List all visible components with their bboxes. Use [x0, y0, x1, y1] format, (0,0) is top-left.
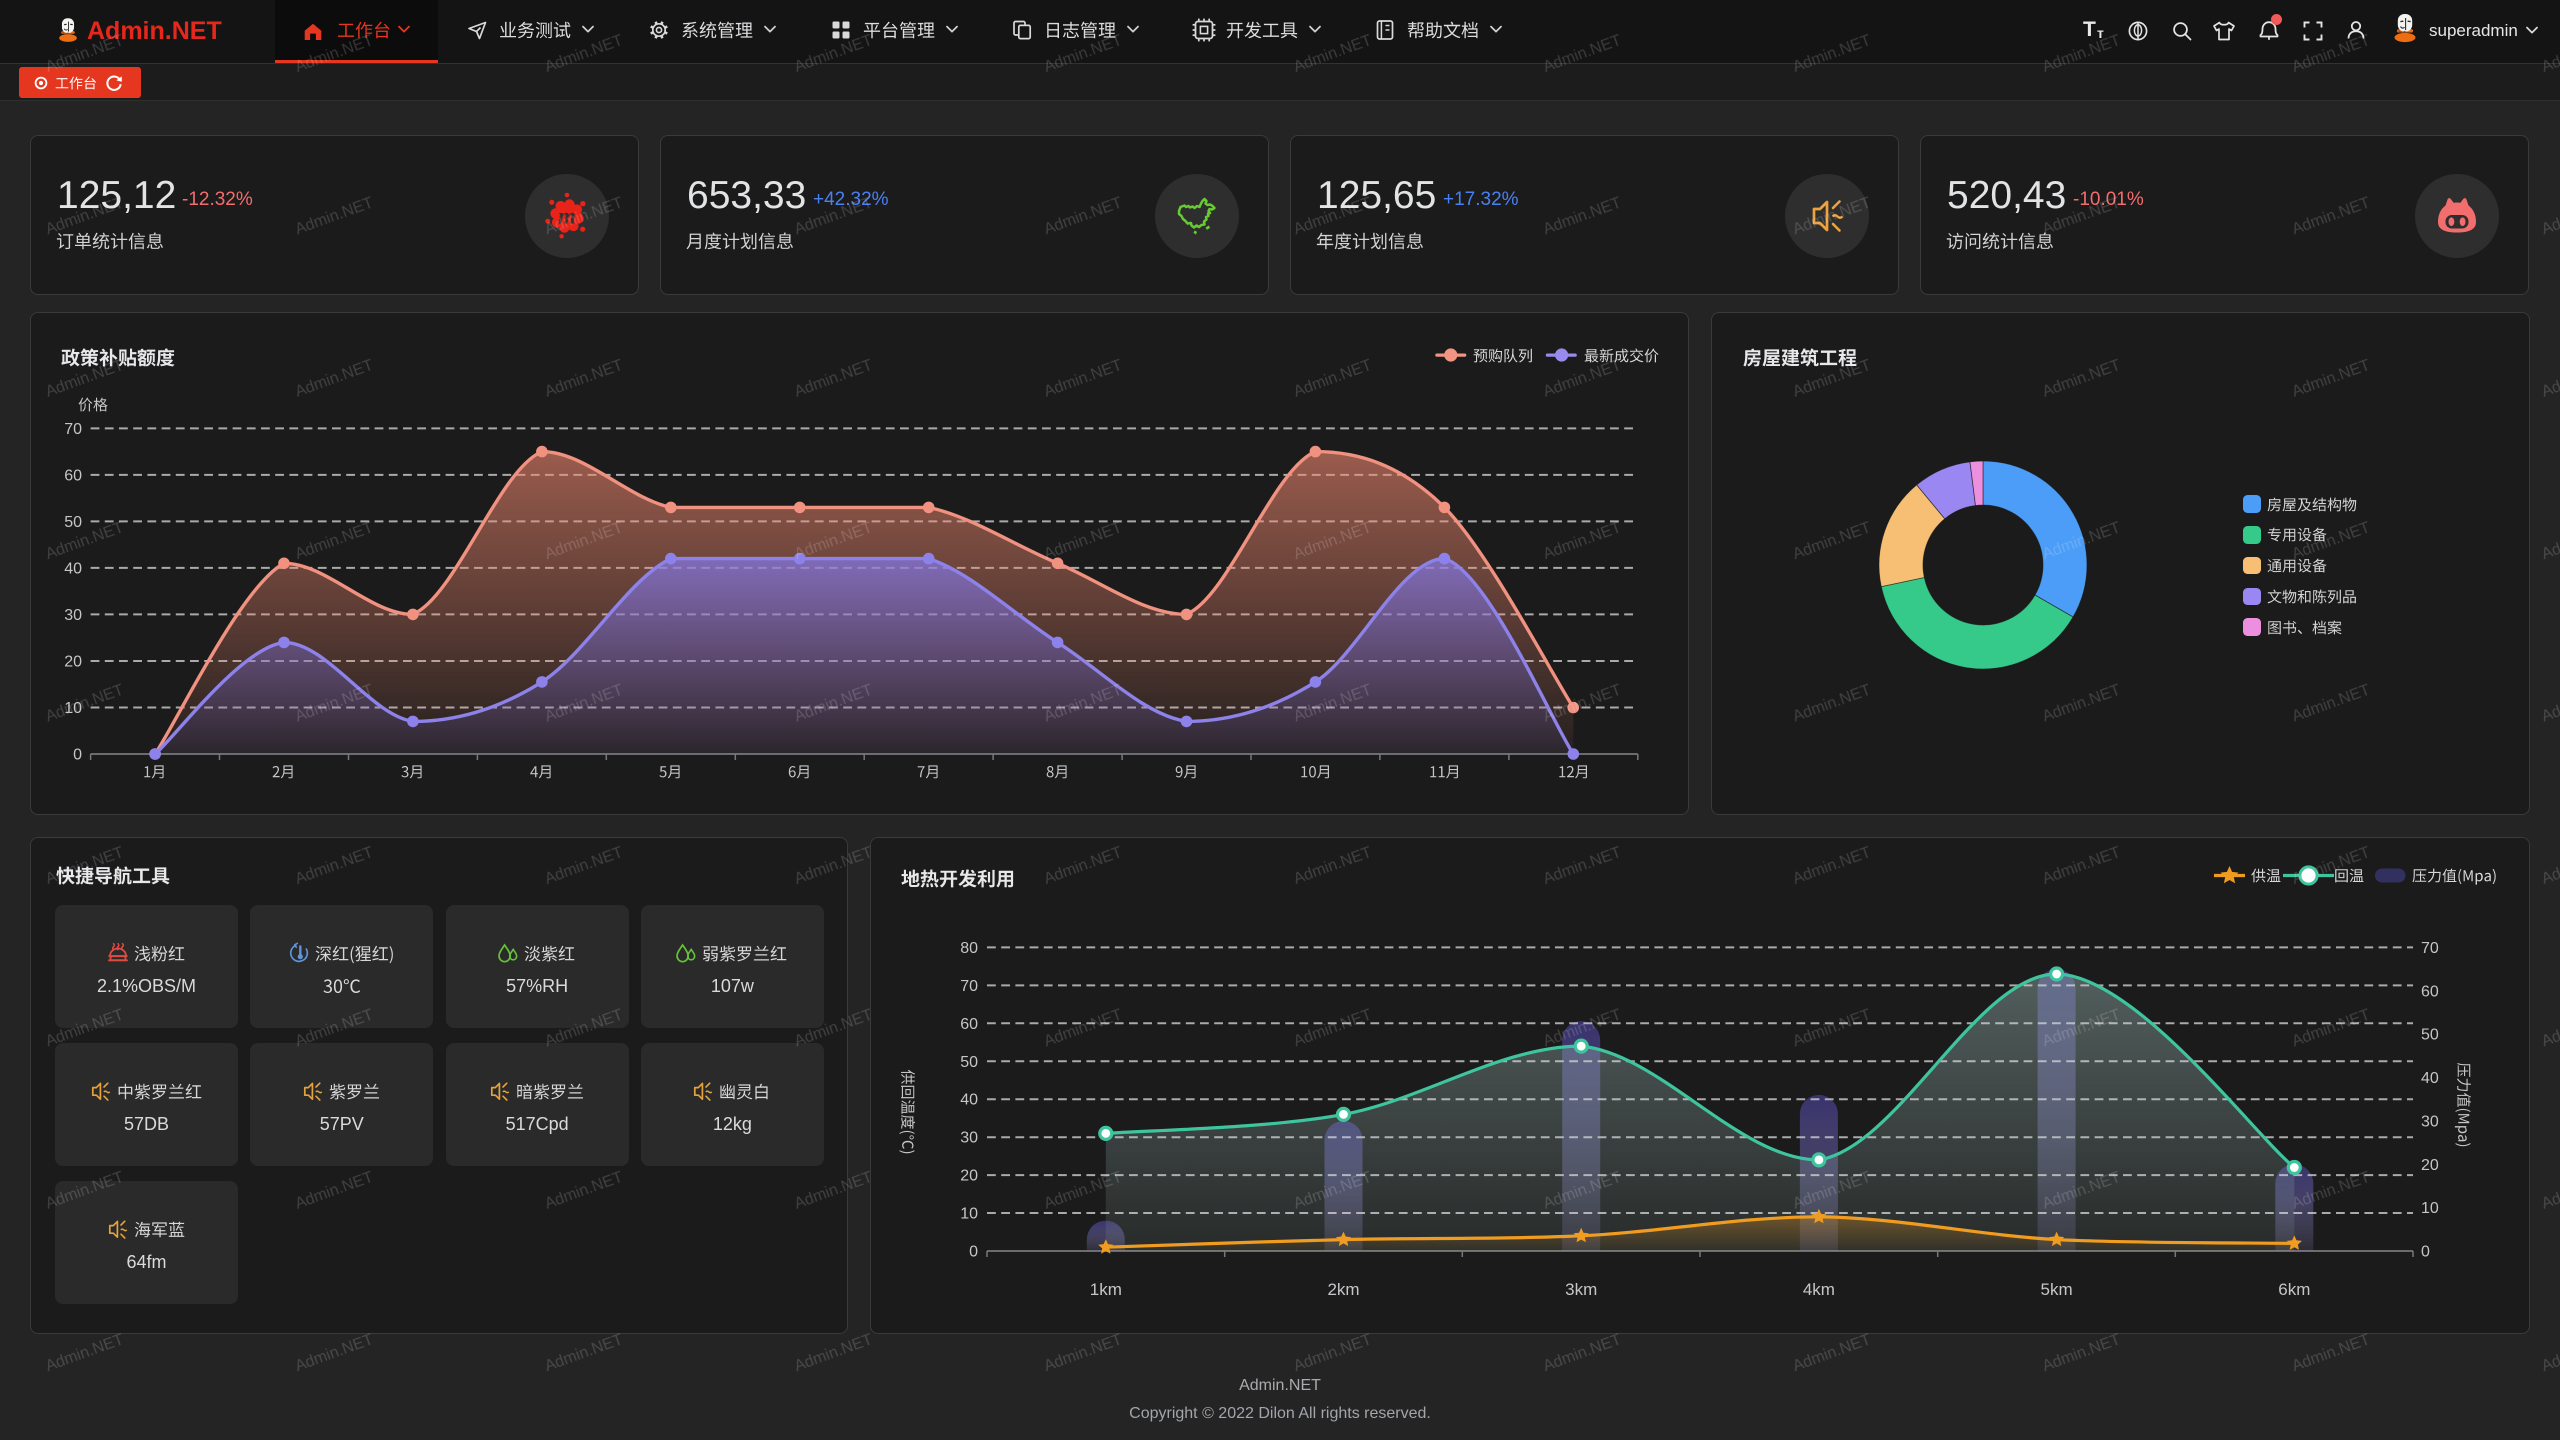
svg-text:m: m [558, 204, 576, 229]
svg-text:30: 30 [64, 607, 82, 624]
svg-text:40: 40 [64, 560, 82, 577]
svg-text:60: 60 [64, 467, 82, 484]
svg-text:20: 20 [64, 654, 82, 671]
svg-text:50: 50 [64, 514, 82, 531]
svg-text:10: 10 [64, 700, 82, 717]
svg-text:0: 0 [73, 747, 82, 764]
svg-text:70: 70 [64, 421, 82, 438]
